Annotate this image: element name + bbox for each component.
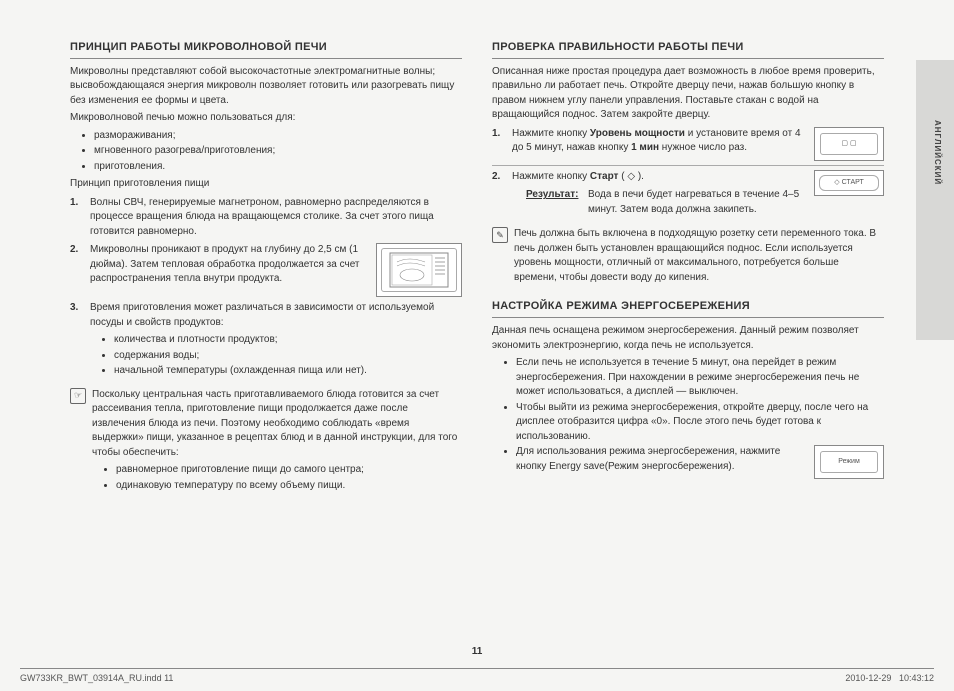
columns: ПРИНЦИП РАБОТЫ МИКРОВОЛНОВОЙ ПЕЧИ Микров… bbox=[70, 40, 884, 502]
heading-check: ПРОВЕРКА ПРАВИЛЬНОСТИ РАБОТЫ ПЕЧИ bbox=[492, 40, 884, 59]
section-check: ПРОВЕРКА ПРАВИЛЬНОСТИ РАБОТЫ ПЕЧИ Описан… bbox=[492, 40, 884, 285]
sidebar-label: АНГЛИЙСКИЙ bbox=[933, 120, 942, 185]
microwave-svg-icon bbox=[389, 252, 449, 288]
energy-save-button-icon: Режим bbox=[814, 445, 884, 479]
fig-inner: ◇ СТАРТ bbox=[819, 175, 879, 191]
energy-item-row: Для использования режима энергосбережени… bbox=[516, 445, 884, 479]
section-energy: НАСТРОЙКА РЕЖИМА ЭНЕРГОСБЕРЕЖЕНИЯ Данная… bbox=[492, 299, 884, 479]
heading-energy: НАСТРОЙКА РЕЖИМА ЭНЕРГОСБЕРЕЖЕНИЯ bbox=[492, 299, 884, 318]
list-item: содержания воды; bbox=[114, 349, 462, 364]
t-bold: 1 мин bbox=[631, 142, 659, 153]
list-item: начальной температуры (охлажденная пища … bbox=[114, 364, 462, 379]
sidebar: АНГЛИЙСКИЙ bbox=[916, 60, 954, 340]
note-text: Поскольку центральная часть приготавлива… bbox=[92, 389, 457, 458]
list-item: равномерное приготовление пищи до самого… bbox=[116, 463, 462, 478]
step-2: 2. Микроволны проникают в продукт на глу… bbox=[70, 243, 462, 297]
uses-list: размораживания; мгновенного разогрева/пр… bbox=[70, 129, 462, 175]
note-icon: ☞ bbox=[70, 388, 86, 404]
list-item: одинаковую температуру по всему объему п… bbox=[116, 479, 462, 494]
start-button-icon: ◇ СТАРТ bbox=[814, 170, 884, 196]
check-intro: Описанная ниже простая процедура дает во… bbox=[492, 65, 884, 123]
check-step-1: 1. Нажмите кнопку Уровень мощности и уст… bbox=[492, 127, 884, 161]
t-bold: Уровень мощности bbox=[590, 128, 685, 139]
note-list: равномерное приготовление пищи до самого… bbox=[92, 463, 462, 493]
t: нужное число раз. bbox=[659, 142, 747, 153]
energy-text: Для использования режима энергосбережени… bbox=[516, 445, 806, 474]
footer-time: 10:43:12 bbox=[899, 673, 934, 683]
principle-intro2: Микроволновой печью можно пользоваться д… bbox=[70, 111, 462, 126]
list-item: количества и плотности продуктов; bbox=[114, 333, 462, 348]
fig-inner bbox=[381, 248, 457, 292]
t: Нажмите кнопку bbox=[512, 128, 590, 139]
note-block: ✎ Печь должна быть включена в подходящую… bbox=[492, 227, 884, 285]
step-text: Нажмите кнопку Старт ( ◇ ). Результат: В… bbox=[512, 170, 806, 222]
step-number: 2. bbox=[70, 243, 84, 297]
result-label: Результат: bbox=[526, 188, 584, 217]
step-number: 2. bbox=[492, 170, 506, 222]
step-3: 3. Время приготовления может различаться… bbox=[70, 301, 462, 382]
footer: GW733KR_BWT_03914A_RU.indd 11 2010-12-29… bbox=[20, 668, 934, 683]
step-number: 3. bbox=[70, 301, 84, 382]
note-body: Поскольку центральная часть приготавлива… bbox=[92, 388, 462, 497]
fig-inner: Режим bbox=[820, 451, 878, 473]
step-number: 1. bbox=[70, 196, 84, 240]
list-item: приготовления. bbox=[94, 160, 462, 175]
heading-principle: ПРИНЦИП РАБОТЫ МИКРОВОЛНОВОЙ ПЕЧИ bbox=[70, 40, 462, 59]
step-text: Нажмите кнопку Уровень мощности и устано… bbox=[512, 127, 806, 156]
section-principle: ПРИНЦИП РАБОТЫ МИКРОВОЛНОВОЙ ПЕЧИ Микров… bbox=[70, 40, 462, 496]
step-1: 1. Волны СВЧ, генерируемые магнетроном, … bbox=[70, 196, 462, 240]
footer-file: GW733KR_BWT_03914A_RU.indd 11 bbox=[20, 673, 173, 683]
t: ). bbox=[635, 171, 644, 182]
t: ( bbox=[618, 171, 627, 182]
step-body: Нажмите кнопку Уровень мощности и устано… bbox=[512, 127, 884, 161]
list-item: Чтобы выйти из режима энергосбережения, … bbox=[516, 401, 884, 445]
principle-intro: Микроволны представляют собой высокочаст… bbox=[70, 65, 462, 109]
step-body: Волны СВЧ, генерируемые магнетроном, рав… bbox=[90, 196, 462, 240]
t-bold: Старт bbox=[590, 171, 619, 182]
footer-stamp: 2010-12-29 10:43:12 bbox=[845, 673, 934, 683]
step-body: Время приготовления может различаться в … bbox=[90, 301, 462, 382]
step-number: 1. bbox=[492, 127, 506, 161]
control-panel-icon: ▢ ▢ bbox=[814, 127, 884, 161]
note-text: Печь должна быть включена в подходящую р… bbox=[514, 227, 884, 285]
step-body: Микроволны проникают в продукт на глубин… bbox=[90, 243, 462, 297]
right-column: ПРОВЕРКА ПРАВИЛЬНОСТИ РАБОТЫ ПЕЧИ Описан… bbox=[492, 40, 884, 502]
fig-inner: ▢ ▢ bbox=[820, 133, 878, 155]
list-item: Для использования режима энергосбережени… bbox=[516, 445, 884, 479]
t: Нажмите кнопку bbox=[512, 171, 590, 182]
principle-sub: Принцип приготовления пищи bbox=[70, 177, 462, 192]
energy-intro: Данная печь оснащена режимом энергосбере… bbox=[492, 324, 884, 353]
energy-list: Если печь не используется в течение 5 ми… bbox=[492, 356, 884, 479]
page: АНГЛИЙСКИЙ ПРИНЦИП РАБОТЫ МИКРОВОЛНОВОЙ … bbox=[0, 0, 954, 691]
list-item: размораживания; bbox=[94, 129, 462, 144]
check-step-2: 2. Нажмите кнопку Старт ( ◇ ). Результат… bbox=[492, 170, 884, 222]
divider bbox=[492, 165, 884, 166]
warning-icon: ✎ bbox=[492, 227, 508, 243]
list-item: мгновенного разогрева/приготовления; bbox=[94, 144, 462, 159]
page-number: 11 bbox=[0, 646, 954, 657]
microwave-diagram-icon bbox=[376, 243, 462, 297]
note-block: ☞ Поскольку центральная часть приготавли… bbox=[70, 388, 462, 497]
step-text: Время приготовления может различаться в … bbox=[90, 302, 434, 328]
footer-date: 2010-12-29 bbox=[845, 673, 891, 683]
step-body: Нажмите кнопку Старт ( ◇ ). Результат: В… bbox=[512, 170, 884, 222]
step-text: Микроволны проникают в продукт на глубин… bbox=[90, 243, 368, 287]
result-block: Результат: Вода в печи будет нагреваться… bbox=[526, 188, 806, 217]
result-text: Вода в печи будет нагреваться в течение … bbox=[588, 188, 806, 217]
factors-list: количества и плотности продуктов; содерж… bbox=[90, 333, 462, 379]
list-item: Если печь не используется в течение 5 ми… bbox=[516, 356, 884, 400]
diamond-icon: ◇ bbox=[627, 171, 635, 182]
left-column: ПРИНЦИП РАБОТЫ МИКРОВОЛНОВОЙ ПЕЧИ Микров… bbox=[70, 40, 462, 502]
